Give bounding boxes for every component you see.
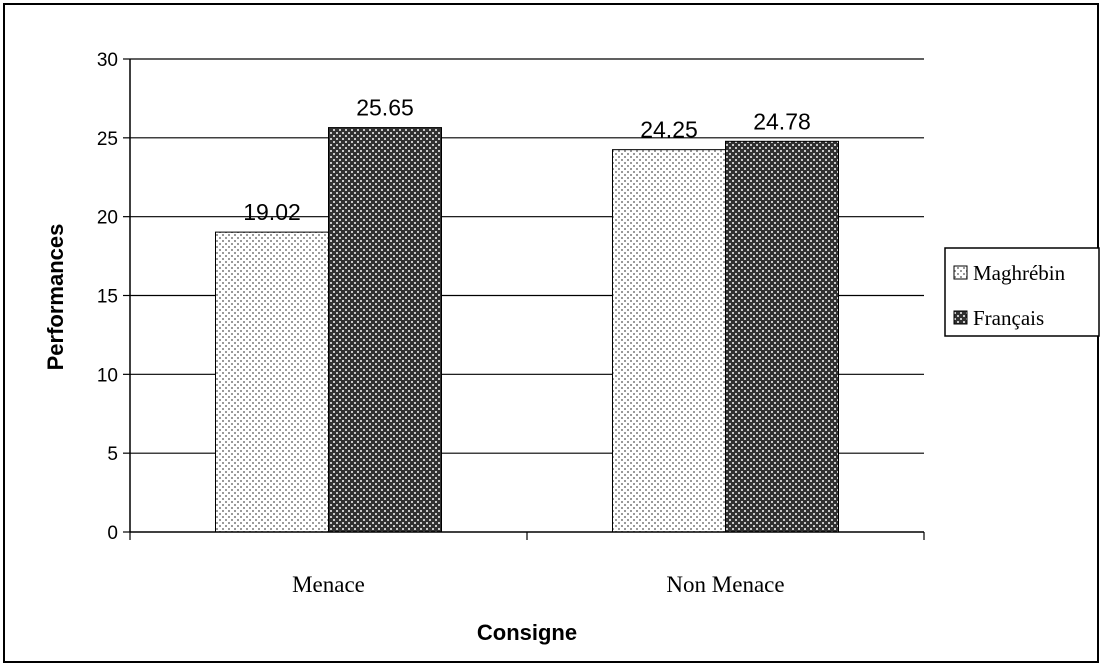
- x-tick-label: Menace: [292, 572, 365, 597]
- data-label-maghrebin-2: 24.25: [640, 117, 698, 143]
- y-tick-label: 0: [107, 523, 118, 544]
- y-tick-label: 30: [97, 50, 118, 71]
- chart-frame: [3, 3, 1099, 663]
- y-tick-label: 25: [97, 129, 118, 150]
- y-tick-label: 20: [97, 208, 118, 229]
- bar-maghrebin-2: [612, 149, 726, 533]
- y-axis-title: Performances: [43, 224, 68, 371]
- legend-box: [944, 247, 1100, 337]
- data-label-maghrebin-1: 19.02: [243, 199, 301, 225]
- bar-maghrebin-1: [215, 231, 329, 533]
- data-label-francais-2: 24.78: [753, 108, 811, 134]
- legend-swatch-maghrebin: [953, 265, 968, 280]
- y-tick-label: 5: [107, 444, 118, 465]
- legend-label-maghrebin: Maghrébin: [973, 261, 1066, 285]
- legend-label-francais: Français: [973, 306, 1044, 330]
- legend: Maghrébin Français: [944, 247, 1100, 337]
- data-label-francais-1: 25.65: [356, 95, 414, 121]
- x-axis-title: Consigne: [477, 620, 577, 645]
- legend-item-maghrebin: Maghrébin: [953, 261, 1066, 285]
- bars: [215, 127, 839, 533]
- x-tick-label: Non Menace: [666, 572, 784, 597]
- bar-francais-1: [328, 127, 442, 533]
- bar-francais-2: [725, 140, 839, 533]
- data-labels: 19.02 25.65 24.25 24.78: [243, 95, 811, 226]
- axes: 0 5 10 15 20 25 30 Menace Non Menace: [97, 50, 925, 597]
- legend-item-francais: Français: [953, 306, 1044, 330]
- y-tick-label: 15: [97, 287, 118, 308]
- y-tick-label: 10: [97, 365, 118, 386]
- legend-swatch-francais: [953, 310, 968, 325]
